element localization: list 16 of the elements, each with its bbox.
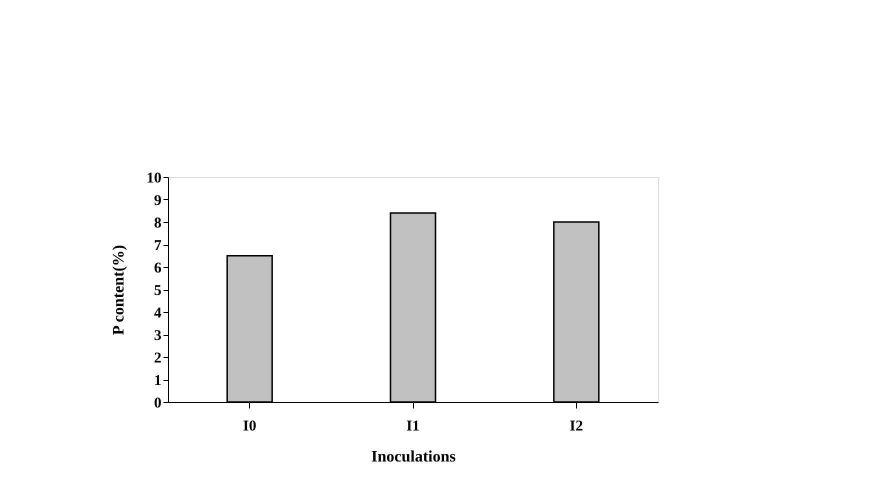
y-axis-title: P content(%)	[110, 244, 128, 336]
y-tick-label: 10	[146, 170, 162, 186]
y-tick-label: 4	[154, 306, 162, 322]
y-tick-label: 1	[154, 373, 162, 389]
x-tick-label: I2	[570, 418, 584, 434]
y-tick-label: 9	[154, 193, 162, 209]
y-tick-label: 2	[154, 350, 162, 366]
y-tick-label: 0	[154, 396, 162, 412]
y-tick-label: 5	[154, 283, 162, 299]
y-tick-label: 6	[154, 260, 162, 276]
x-axis-title: Inoculations	[371, 448, 456, 466]
x-tick-label: I1	[406, 418, 420, 434]
y-tick-label: 8	[154, 216, 162, 232]
y-tick-label: 7	[154, 238, 162, 254]
y-tick-label: 3	[154, 328, 162, 344]
x-tick-label: I0	[242, 418, 256, 434]
